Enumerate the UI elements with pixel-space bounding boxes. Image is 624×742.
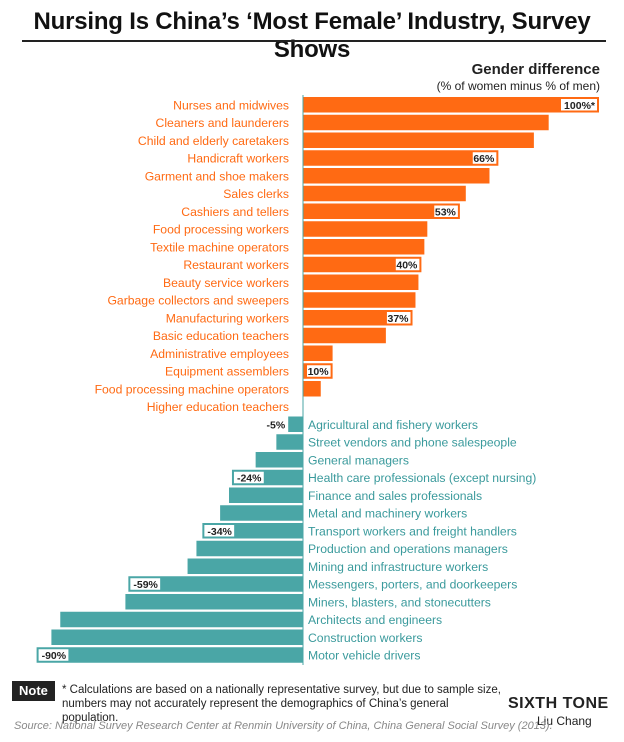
note-badge: Note (12, 681, 55, 701)
bar (303, 185, 466, 202)
data-label-bg (204, 525, 235, 537)
bar (303, 97, 599, 113)
category-label: Metal and machinery workers (308, 507, 467, 521)
bar (303, 203, 460, 219)
data-label-bg (561, 99, 597, 111)
category-label: Manufacturing workers (166, 311, 289, 325)
category-label: Health care professionals (except nursin… (308, 471, 536, 485)
bar (303, 150, 499, 166)
category-label: Miners, blasters, and stonecutters (308, 595, 491, 609)
data-label-bg (307, 365, 331, 377)
category-label: Transport workers and freight handlers (308, 524, 517, 538)
author-credit: Liu Chang (537, 714, 592, 728)
data-label-bg (434, 205, 458, 217)
category-label: Production and operations managers (308, 542, 508, 556)
category-label: General managers (308, 453, 409, 467)
data-label: 10% (308, 366, 330, 378)
bar (60, 611, 303, 628)
bar (288, 416, 303, 432)
bar (303, 221, 428, 237)
bar (276, 434, 303, 450)
bar (303, 239, 425, 255)
category-label: Construction workers (308, 631, 422, 645)
bar-chart: Gender difference(% of women minus % of … (36, 61, 600, 665)
bar (229, 487, 303, 503)
category-label: Cashiers and tellers (181, 205, 289, 219)
data-label: 66% (473, 153, 495, 165)
bar (303, 292, 416, 308)
bar (303, 168, 490, 184)
bar (303, 345, 333, 361)
category-label: Food processing workers (153, 223, 289, 237)
category-label: Finance and sales professionals (308, 489, 482, 503)
data-label: 100%* (564, 100, 596, 112)
bar (303, 310, 413, 326)
data-label-bg (38, 649, 69, 661)
data-label: -5% (267, 419, 286, 431)
data-label: -24% (237, 473, 262, 485)
data-label: 37% (388, 313, 410, 325)
category-label: Sales clerks (223, 187, 289, 201)
bar (187, 558, 303, 574)
data-label-bg (130, 578, 161, 590)
category-label: Motor vehicle drivers (308, 649, 420, 663)
category-label: Higher education teachers (147, 400, 289, 414)
data-label: 40% (396, 260, 418, 272)
data-label: 53% (435, 206, 457, 218)
bar (255, 452, 303, 468)
value-axis-subtitle: (% of women minus % of men) (437, 79, 600, 93)
bar (125, 594, 304, 610)
value-axis-title: Gender difference (472, 61, 600, 78)
category-label: Garment and shoe makers (145, 169, 289, 183)
category-label: Administrative employees (150, 347, 289, 361)
category-label: Textile machine operators (150, 240, 289, 254)
bar (196, 540, 303, 557)
category-label: Basic education teachers (153, 329, 289, 343)
data-label: -34% (207, 526, 232, 538)
bar (220, 505, 303, 521)
title-underline (22, 40, 606, 42)
category-label: Handicraft workers (187, 152, 289, 166)
category-label: Agricultural and fishery workers (308, 418, 478, 432)
bar (303, 114, 549, 131)
data-label-bg (386, 312, 411, 324)
category-label: Nurses and midwives (173, 98, 289, 112)
source-text: Source: National Survey Research Center … (14, 720, 553, 732)
brand-logo: SIXTH TONE (508, 695, 609, 712)
category-label: Child and elderly caretakers (138, 134, 289, 148)
category-label: Street vendors and phone salespeople (308, 436, 517, 450)
note-text: * Calculations are based on a nationally… (62, 684, 501, 724)
category-label: Equipment assemblers (165, 365, 289, 379)
bar (303, 256, 422, 273)
category-label: Beauty service workers (163, 276, 289, 290)
bar (303, 274, 419, 290)
bar (51, 629, 304, 645)
category-label: Garbage collectors and sweepers (107, 294, 289, 308)
bar (36, 647, 303, 663)
data-label-bg (395, 258, 420, 271)
data-label: -90% (42, 650, 67, 662)
bar (303, 381, 321, 397)
category-label: Food processing machine operators (95, 382, 289, 396)
data-label-bg (233, 471, 264, 484)
data-label: -59% (133, 579, 158, 591)
data-label-bg (472, 152, 497, 164)
category-label: Messengers, porters, and doorkeepers (308, 578, 517, 592)
category-label: Architects and engineers (308, 613, 442, 627)
bar (303, 327, 386, 344)
bar (303, 132, 534, 148)
category-label: Cleaners and launderers (156, 116, 289, 130)
category-label: Mining and infrastructure workers (308, 560, 488, 574)
category-label: Restaurant workers (183, 258, 289, 272)
bar (128, 576, 303, 592)
